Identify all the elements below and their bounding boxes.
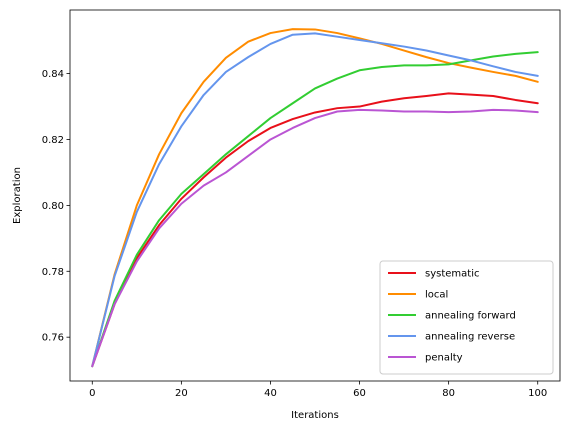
x-tick-label: 100 xyxy=(528,388,547,399)
legend: systematic local annealing forward annealin… xyxy=(379,260,554,375)
series-line-annealing-forward xyxy=(91,51,539,368)
legend-label: local xyxy=(425,290,448,301)
y-axis-ticks: 0.76 0.78 0.80 0.82 0.84 xyxy=(42,69,70,344)
legend-box xyxy=(379,260,554,375)
y-tick-label: 0.84 xyxy=(42,69,64,80)
plot-area xyxy=(91,28,539,368)
axes-frame xyxy=(69,9,561,382)
x-tick-label: 80 xyxy=(442,388,455,399)
y-tick-label: 0.78 xyxy=(42,267,64,278)
x-tick-label: 60 xyxy=(353,388,366,399)
y-tick-label: 0.82 xyxy=(42,135,64,146)
legend-label: penalty xyxy=(425,353,463,364)
x-tick-label: 20 xyxy=(175,388,188,399)
legend-label: systematic xyxy=(425,269,479,280)
series-line-systematic xyxy=(91,92,539,368)
x-tick-label: 40 xyxy=(264,388,277,399)
y-tick-label: 0.76 xyxy=(42,333,64,344)
legend-label: annealing forward xyxy=(425,311,516,322)
series-line-penalty xyxy=(91,108,539,368)
x-tick-label: 0 xyxy=(89,388,95,399)
y-tick-label: 0.80 xyxy=(42,201,64,212)
y-axis-label: Exploration xyxy=(12,167,23,224)
legend-label: annealing reverse xyxy=(425,332,515,343)
x-axis-label: Iterations xyxy=(291,410,339,421)
series-line-local xyxy=(91,28,539,368)
x-axis-ticks: 0 20 40 60 80 100 xyxy=(89,381,547,399)
series-line-annealing-reverse xyxy=(91,32,539,368)
